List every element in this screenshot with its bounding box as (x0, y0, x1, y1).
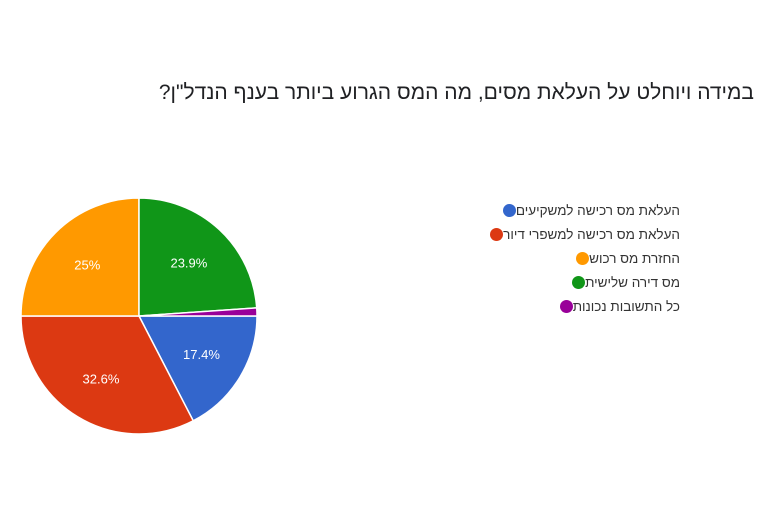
legend-item-1: העלאת מס רכישה למשפרי דיור (420, 222, 680, 246)
legend: העלאת מס רכישה למשקיעים העלאת מס רכישה למ… (420, 198, 680, 318)
pie-slice-1 (20, 315, 195, 435)
legend-label: כל התשובות נכונות (572, 298, 680, 314)
pie-slice-0 (137, 315, 258, 422)
chart-title: במידה ויוחלט על העלאת מסים, מה המס הגרוע… (158, 81, 754, 104)
slice-label-1: 32.6% (83, 371, 120, 386)
slice-label-0: 17.4% (183, 347, 220, 362)
legend-item-3: מס דירה שלישית (420, 270, 680, 294)
legend-dot-icon (559, 299, 573, 313)
pie-slice-4 (138, 307, 258, 317)
legend-label: העלאת מס רכישה למשפרי דיור (503, 226, 680, 242)
legend-label: מס דירה שלישית (585, 274, 680, 290)
pie-slice-3 (138, 197, 258, 317)
slice-label-3: 23.9% (170, 256, 207, 271)
legend-dot-icon (490, 227, 504, 241)
legend-dot-icon (502, 203, 516, 217)
legend-dot-icon (572, 275, 586, 289)
pie-slice-2 (20, 197, 140, 317)
legend-dot-icon (576, 251, 590, 265)
legend-item-2: החזרת מס רכוש (420, 246, 680, 270)
slice-label-2: 25% (74, 257, 100, 272)
legend-item-0: העלאת מס רכישה למשקיעים (420, 198, 680, 222)
legend-label: העלאת מס רכישה למשקיעים (515, 202, 680, 218)
legend-label: החזרת מס רכוש (589, 250, 680, 266)
legend-item-4: כל התשובות נכונות (420, 294, 680, 318)
